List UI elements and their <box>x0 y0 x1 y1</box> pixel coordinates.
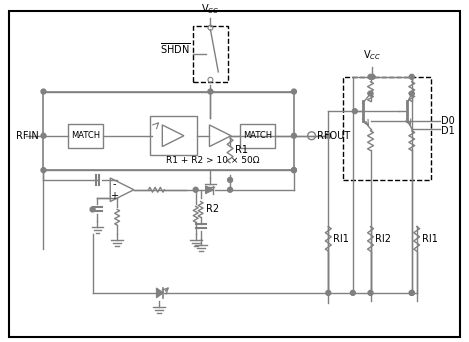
Circle shape <box>370 74 375 79</box>
Text: +: + <box>110 190 118 201</box>
Text: MATCH: MATCH <box>71 131 100 140</box>
Circle shape <box>227 177 233 182</box>
Text: D1: D1 <box>441 126 455 136</box>
Circle shape <box>41 89 46 94</box>
Text: R1: R1 <box>235 145 248 156</box>
Circle shape <box>409 290 414 295</box>
Text: RI2: RI2 <box>376 234 392 244</box>
Circle shape <box>291 89 296 94</box>
Text: MATCH: MATCH <box>243 131 272 140</box>
Circle shape <box>326 133 331 138</box>
Polygon shape <box>110 178 134 201</box>
Circle shape <box>368 290 373 295</box>
Circle shape <box>41 168 46 173</box>
Circle shape <box>352 109 357 114</box>
Circle shape <box>208 89 213 94</box>
Circle shape <box>326 290 331 295</box>
Bar <box>150 116 197 155</box>
Bar <box>68 124 103 147</box>
Circle shape <box>409 91 414 96</box>
Circle shape <box>291 168 296 173</box>
Text: RFOUT: RFOUT <box>317 131 349 141</box>
Circle shape <box>291 133 296 138</box>
Text: V$_{CC}$: V$_{CC}$ <box>201 2 219 16</box>
Bar <box>343 77 431 180</box>
Circle shape <box>41 133 46 138</box>
Circle shape <box>368 74 373 79</box>
Circle shape <box>227 187 233 192</box>
Text: RFIN: RFIN <box>16 131 38 141</box>
Text: $\overline{\rm SHDN}$: $\overline{\rm SHDN}$ <box>160 41 191 56</box>
Bar <box>193 26 228 82</box>
Text: RI1: RI1 <box>422 234 438 244</box>
Circle shape <box>326 133 331 138</box>
Bar <box>240 124 275 147</box>
Polygon shape <box>162 125 184 147</box>
Circle shape <box>193 187 198 192</box>
Circle shape <box>90 207 95 212</box>
Polygon shape <box>157 288 163 298</box>
Circle shape <box>291 168 296 173</box>
Text: D0: D0 <box>441 116 455 126</box>
Circle shape <box>409 74 414 79</box>
Text: R1 + R2 > 10 × 50Ω: R1 + R2 > 10 × 50Ω <box>166 156 260 165</box>
Text: -: - <box>113 179 116 189</box>
Polygon shape <box>205 186 213 194</box>
Polygon shape <box>210 125 231 147</box>
Circle shape <box>409 290 414 295</box>
Circle shape <box>368 91 373 96</box>
Text: RI1: RI1 <box>333 234 349 244</box>
Bar <box>44 92 294 170</box>
Circle shape <box>350 290 356 295</box>
Text: R2: R2 <box>205 205 219 214</box>
Text: V$_{CC}$: V$_{CC}$ <box>363 48 382 62</box>
